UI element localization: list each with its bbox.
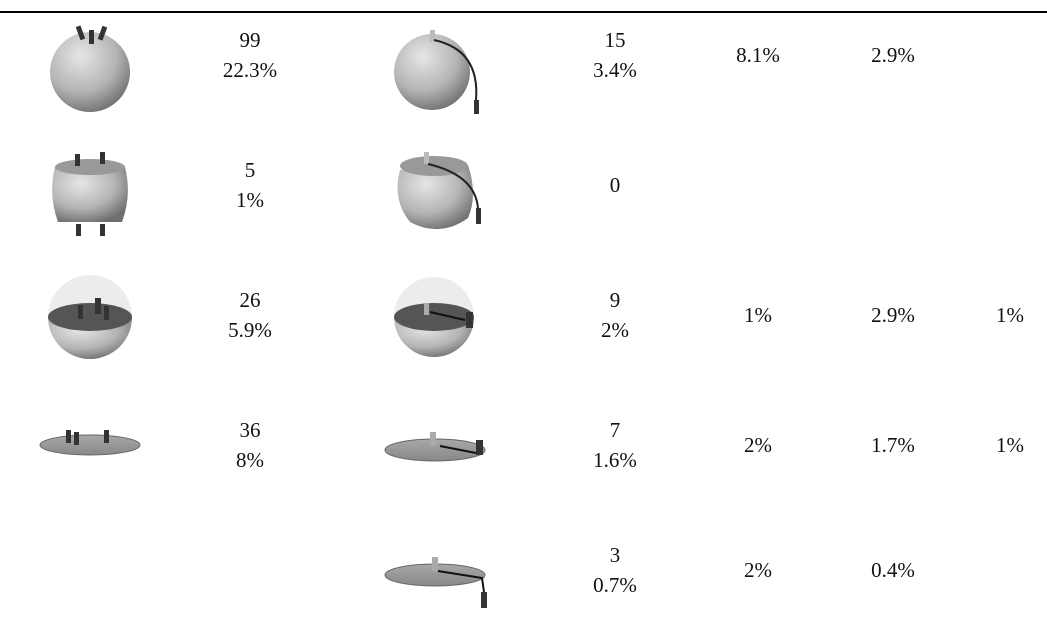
percent-cell: 1%: [996, 303, 1024, 327]
count: 5: [245, 158, 256, 182]
percent: 22.3%: [223, 58, 277, 82]
percent: 5.9%: [228, 318, 272, 342]
count: 3: [610, 543, 621, 567]
percent: 3.4%: [593, 58, 637, 82]
count: 26: [240, 288, 261, 312]
count: 7: [610, 418, 621, 442]
percent: 8%: [236, 448, 264, 472]
count: 15: [605, 28, 626, 52]
icons: [39, 25, 487, 608]
percent: 1.6%: [593, 448, 637, 472]
percent-cell: 0.4%: [871, 558, 915, 582]
count: 0: [610, 173, 621, 197]
percent-cell: 2%: [744, 433, 772, 457]
percent-cell: 2.9%: [871, 43, 915, 67]
count: 99: [240, 28, 261, 52]
percent: 2%: [601, 318, 629, 342]
percent-cell: 2.9%: [871, 303, 915, 327]
percent-cell: 8.1%: [736, 43, 780, 67]
count: 9: [610, 288, 621, 312]
percent: 1%: [236, 188, 264, 212]
percent-cell: 1%: [996, 433, 1024, 457]
count: 36: [240, 418, 261, 442]
percent: 0.7%: [593, 573, 637, 597]
percent-cell: 1%: [744, 303, 772, 327]
percent-cell: 2%: [744, 558, 772, 582]
percent-cell: 1.7%: [871, 433, 915, 457]
